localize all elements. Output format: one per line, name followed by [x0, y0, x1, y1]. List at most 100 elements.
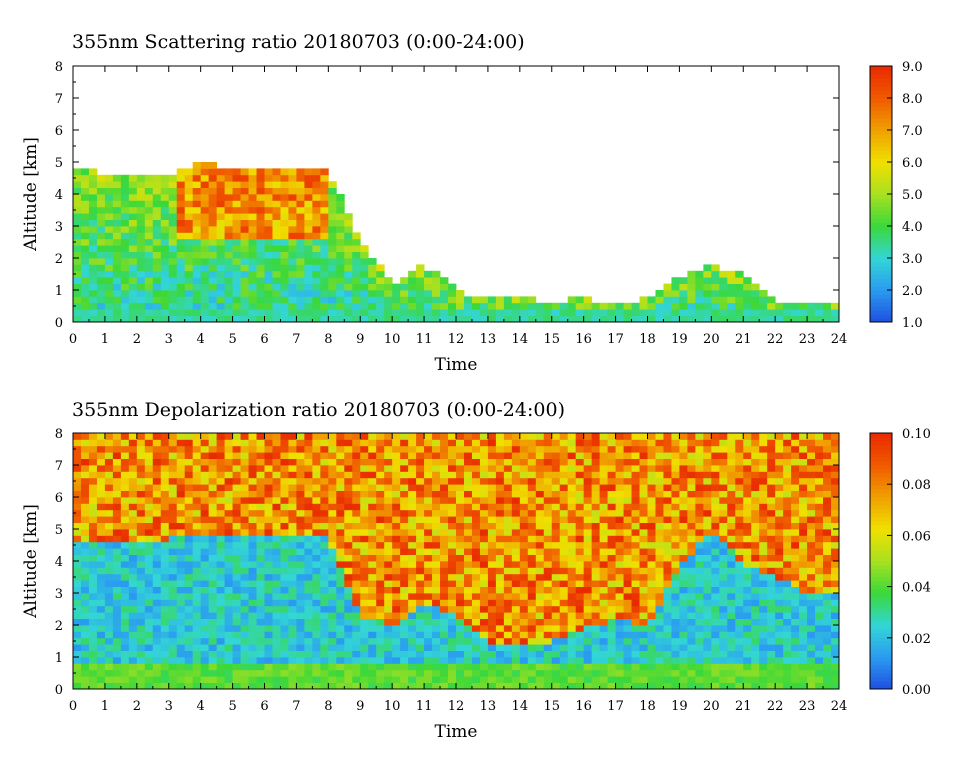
heat-cell — [120, 503, 130, 511]
heat-cell — [495, 612, 505, 619]
heat-cell — [631, 439, 640, 447]
heat-cell — [128, 439, 138, 447]
heat-cell — [328, 290, 337, 297]
heat-cell — [448, 676, 457, 683]
heat-cell — [424, 612, 433, 619]
heat-cell — [88, 535, 98, 543]
heat-cell — [224, 168, 233, 176]
heat-cell — [328, 433, 337, 440]
heat-cell — [416, 270, 425, 278]
heat-cell — [623, 663, 632, 671]
colorbar-swatch — [870, 82, 892, 87]
heat-cell — [192, 682, 202, 690]
heat-cell — [328, 258, 337, 265]
heat-cell — [671, 452, 680, 459]
heat-cell — [152, 541, 162, 549]
heat-cell — [463, 586, 473, 594]
heat-cell — [216, 593, 226, 600]
heat-cell — [631, 535, 640, 543]
heat-cell — [344, 586, 353, 594]
heat-cell — [471, 663, 481, 671]
heat-cell — [711, 290, 720, 297]
heat-cell — [655, 309, 664, 316]
heat-cell — [344, 238, 353, 246]
heat-cell — [663, 644, 672, 651]
heat-cell — [599, 452, 609, 459]
heat-cell — [623, 439, 632, 447]
heat-cell — [519, 465, 529, 472]
heat-cell — [599, 663, 609, 671]
heat-cell — [208, 618, 218, 626]
colorbar-swatch — [870, 218, 892, 223]
heat-cell — [336, 458, 345, 466]
y-tick-label: 3 — [55, 220, 63, 235]
heat-cell — [791, 631, 800, 639]
heat-cell — [296, 194, 305, 201]
heat-cell — [400, 516, 409, 523]
heat-cell — [320, 637, 329, 645]
colorbar-swatch — [870, 150, 892, 155]
heat-cell — [128, 213, 138, 220]
heat-cell — [224, 270, 233, 278]
heat-cell — [623, 644, 632, 651]
heat-cell — [104, 535, 114, 543]
x-tick-label: 17 — [607, 332, 624, 347]
heat-cell — [288, 535, 297, 543]
heat-cell — [527, 516, 537, 523]
heat-cell — [264, 238, 273, 246]
heat-cell — [176, 445, 186, 453]
heat-cell — [408, 290, 417, 297]
heat-cell — [703, 433, 712, 440]
heat-cell — [487, 497, 497, 504]
heat-cell — [392, 522, 401, 530]
heat-cell — [320, 452, 329, 459]
heat-cell — [128, 625, 138, 632]
heat-cell — [192, 452, 202, 459]
heat-cell — [144, 270, 154, 278]
heat-cell — [216, 258, 226, 265]
heat-cell — [687, 309, 696, 316]
heat-cell — [751, 650, 760, 658]
heat-cell — [559, 315, 569, 323]
heat-cell — [527, 452, 537, 459]
heat-cell — [655, 490, 664, 498]
heat-cell — [567, 509, 577, 517]
heat-cell — [703, 676, 712, 683]
heat-cell — [73, 445, 82, 453]
colorbar-swatch — [870, 198, 892, 203]
heat-cell — [735, 484, 744, 491]
heat-cell — [73, 637, 82, 645]
heat-cell — [448, 644, 457, 651]
heat-cell — [408, 580, 417, 587]
heat-cell — [312, 219, 321, 227]
heat-cell — [655, 509, 664, 517]
heat-cell — [432, 535, 441, 543]
heat-cell — [543, 676, 553, 683]
heat-cell — [304, 650, 313, 658]
heat-cell — [168, 522, 178, 530]
heat-cell — [192, 657, 202, 664]
heat-cell — [352, 682, 361, 690]
heat-cell — [312, 650, 321, 658]
heat-cell — [216, 599, 226, 607]
heat-cell — [631, 490, 640, 498]
heat-cell — [136, 637, 146, 645]
heat-cell — [288, 554, 297, 562]
heat-cell — [272, 573, 281, 581]
heat-cell — [272, 200, 281, 208]
heat-cell — [655, 663, 664, 671]
x-tick-label: 11 — [416, 332, 433, 347]
heat-cell — [783, 516, 792, 523]
heat-cell — [711, 497, 720, 504]
heat-cell — [96, 315, 106, 323]
heat-cell — [320, 258, 329, 265]
heat-cell — [73, 458, 82, 466]
heat-cell — [456, 676, 465, 683]
heat-cell — [495, 644, 505, 651]
heat-cell — [152, 625, 162, 632]
heat-cell — [136, 226, 146, 233]
heat-cell — [256, 663, 265, 671]
heat-cell — [495, 663, 505, 671]
heat-cell — [503, 657, 513, 664]
heat-cell — [759, 669, 768, 677]
